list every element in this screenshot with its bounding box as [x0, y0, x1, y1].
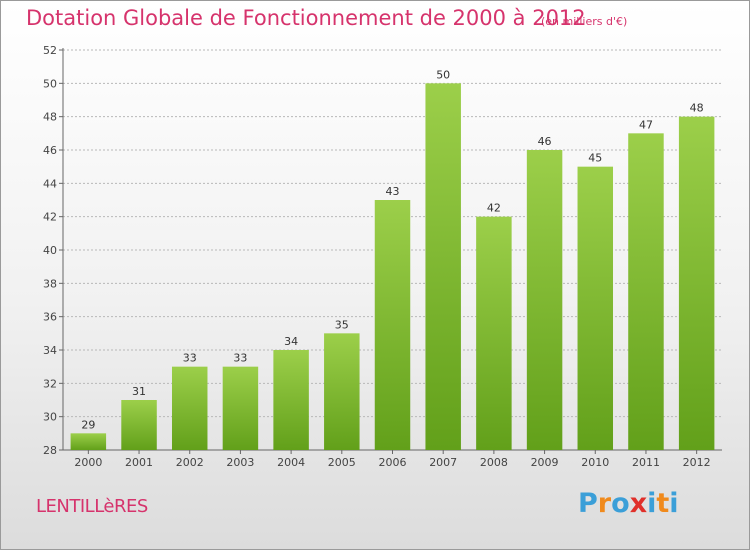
bar — [324, 333, 360, 450]
y-tick-label: 38 — [43, 277, 57, 290]
chart-title: Dotation Globale de Fonctionnement de 20… — [26, 6, 586, 30]
data-label: 47 — [639, 118, 653, 131]
x-tick-label: 2002 — [176, 456, 204, 469]
bar — [476, 216, 512, 450]
commune-name: LENTILLèRES — [36, 496, 148, 517]
y-tick-label: 40 — [43, 244, 57, 257]
bar — [273, 350, 309, 450]
logo-letter: i — [647, 488, 657, 519]
x-tick-label: 2010 — [581, 456, 609, 469]
logo-letter: t — [656, 488, 670, 519]
y-tick-label: 28 — [43, 444, 57, 457]
x-tick-label: 2007 — [429, 456, 457, 469]
chart-subtitle: (en milliers d'€) — [541, 15, 628, 28]
logo-letter: x — [629, 488, 648, 519]
y-tick-label: 42 — [43, 211, 57, 224]
bar — [628, 133, 664, 451]
x-tick-label: 2008 — [480, 456, 508, 469]
bar — [526, 150, 563, 450]
y-tick-label: 50 — [43, 77, 57, 90]
y-tick-label: 48 — [43, 111, 57, 124]
y-tick-label: 52 — [43, 44, 57, 57]
data-label: 45 — [588, 152, 602, 165]
bar — [577, 166, 614, 450]
bar — [171, 366, 208, 450]
x-tick-label: 2004 — [277, 456, 305, 469]
x-tick-label: 2003 — [226, 456, 254, 469]
data-labels: 29 31 33 33 34 35 43 50 42 46 45 47 48 — [81, 68, 703, 431]
x-tick-label: 2006 — [379, 456, 407, 469]
data-label: 35 — [335, 318, 349, 331]
bar — [222, 366, 259, 450]
data-label: 33 — [183, 352, 197, 365]
bar — [425, 83, 461, 450]
data-label: 33 — [233, 352, 247, 365]
data-label: 50 — [436, 68, 450, 81]
logo-letter: o — [611, 488, 630, 519]
logo-letter: P — [578, 488, 598, 519]
data-label: 34 — [284, 335, 298, 348]
data-label: 46 — [538, 135, 552, 148]
bar — [70, 433, 107, 450]
bar — [678, 116, 715, 451]
x-tick-label: 2012 — [683, 456, 711, 469]
y-tick-label: 30 — [43, 411, 57, 424]
bar — [121, 400, 157, 450]
x-tick-label: 2000 — [74, 456, 102, 469]
x-tick-label: 2005 — [328, 456, 356, 469]
proxiti-logo: Proxiti — [578, 488, 679, 519]
logo-letter: i — [669, 488, 679, 519]
y-tick-label: 34 — [43, 344, 57, 357]
y-tick-label: 32 — [43, 377, 57, 390]
y-tick-label: 44 — [43, 177, 57, 190]
data-label: 31 — [132, 385, 146, 398]
bars — [70, 83, 715, 451]
data-label: 48 — [690, 102, 704, 115]
logo-letter: r — [597, 488, 612, 519]
x-tick-label: 2011 — [632, 456, 660, 469]
x-tick-label: 2001 — [125, 456, 153, 469]
bar — [374, 200, 411, 450]
y-tick-label: 46 — [43, 144, 57, 157]
axes: 28 30 32 34 36 38 40 42 44 46 48 50 52 2000 2001 2002 20… — [43, 44, 722, 469]
data-label: 29 — [81, 418, 95, 431]
data-label: 42 — [487, 202, 501, 215]
x-tick-label: 2009 — [531, 456, 559, 469]
y-tick-label: 36 — [43, 311, 57, 324]
data-label: 43 — [386, 185, 400, 198]
